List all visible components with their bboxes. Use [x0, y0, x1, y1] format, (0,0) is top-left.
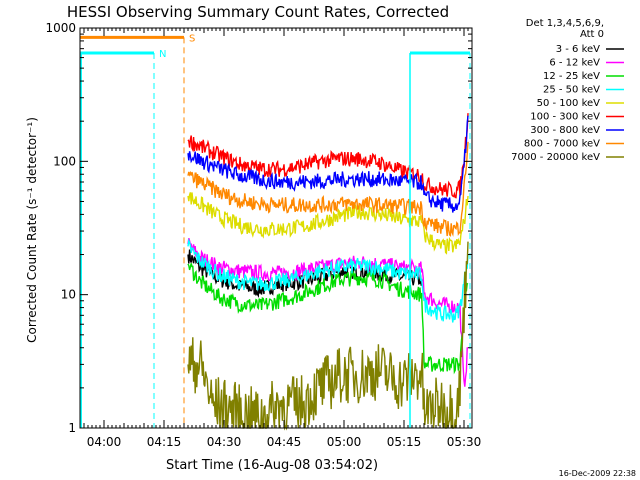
- chart-title: HESSI Observing Summary Count Rates, Cor…: [67, 3, 449, 21]
- legend: Det 1,3,4,5,6,9,Att 0 3 - 6 keV 6 - 12 keV…: [511, 18, 624, 163]
- series-line-5: [187, 113, 469, 199]
- legend-label: 50 - 100 keV: [537, 98, 601, 109]
- axes-frame: [79, 27, 473, 429]
- y-tick-label: 1000: [45, 21, 76, 35]
- legend-label: 6 - 12 keV: [549, 58, 600, 69]
- y-tick-label: 100: [53, 154, 76, 168]
- legend-label: 25 - 50 keV: [543, 85, 600, 96]
- x-tick-label: 04:30: [207, 435, 242, 449]
- legend-label: 300 - 800 keV: [530, 125, 600, 136]
- series-line-3: [187, 238, 469, 323]
- series-line-2: [187, 263, 469, 375]
- annotation-label-n: N: [159, 49, 166, 60]
- plot-area: N S 1 10 100 1000 04:00 04:15 04:30 04:45 05:00 05:…: [45, 21, 481, 449]
- series-line-4: [187, 192, 469, 255]
- x-axis-label: Start Time (16-Aug-08 03:54:02): [166, 458, 378, 473]
- footer-timestamp: 16-Dec-2009 22:38: [559, 469, 636, 478]
- series-line-1: [187, 238, 469, 387]
- x-tick-label: 05:15: [387, 435, 422, 449]
- x-tick-label: 04:00: [87, 435, 122, 449]
- x-tick-label: 04:45: [267, 435, 302, 449]
- y-tick-label: 10: [61, 288, 76, 302]
- y-axis-label: Corrected Count Rate (s⁻¹ detector⁻¹): [25, 117, 39, 343]
- series-line-6: [187, 115, 469, 213]
- series-line-7: [187, 141, 469, 237]
- x-tick-label: 05:00: [327, 435, 362, 449]
- legend-label: 3 - 6 keV: [556, 44, 600, 55]
- legend-label: 12 - 25 keV: [543, 71, 600, 82]
- x-tick-label: 05:30: [447, 435, 482, 449]
- legend-label: 7000 - 20000 keV: [511, 152, 600, 163]
- legend-label: 100 - 300 keV: [530, 112, 600, 123]
- legend-header-line: Att 0: [580, 29, 604, 40]
- y-tick-label: 1: [68, 421, 76, 435]
- legend-header-line: Det 1,3,4,5,6,9,: [526, 18, 604, 29]
- series-line-8: [187, 241, 469, 431]
- x-tick-label: 04:15: [147, 435, 182, 449]
- annotation-label-s: S: [189, 33, 195, 44]
- legend-label: 800 - 7000 keV: [524, 139, 600, 150]
